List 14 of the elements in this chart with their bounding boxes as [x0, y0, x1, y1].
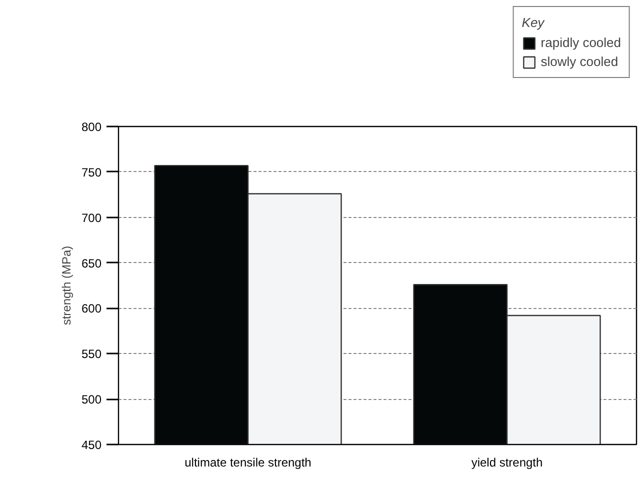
y-tick-label: 500 — [81, 392, 102, 407]
y-tick-label: 750 — [81, 165, 102, 180]
y-tick-label: 800 — [81, 120, 102, 134]
legend-title: Key — [522, 15, 546, 30]
y-tick-label: 650 — [81, 256, 102, 270]
y-tick-label: 450 — [81, 438, 102, 452]
y-tick-label: 550 — [81, 347, 102, 362]
x-tick-label: ultimate tensile strength — [184, 456, 312, 470]
x-tick-label: yield strength — [471, 456, 543, 470]
y-tick-label: 600 — [81, 302, 102, 316]
y-tick-label: 700 — [81, 210, 102, 225]
legend-label: rapidly cooled — [540, 35, 621, 50]
y-axis-title: strength (MPa) — [59, 246, 74, 326]
legend-label: slowly cooled — [540, 54, 618, 69]
